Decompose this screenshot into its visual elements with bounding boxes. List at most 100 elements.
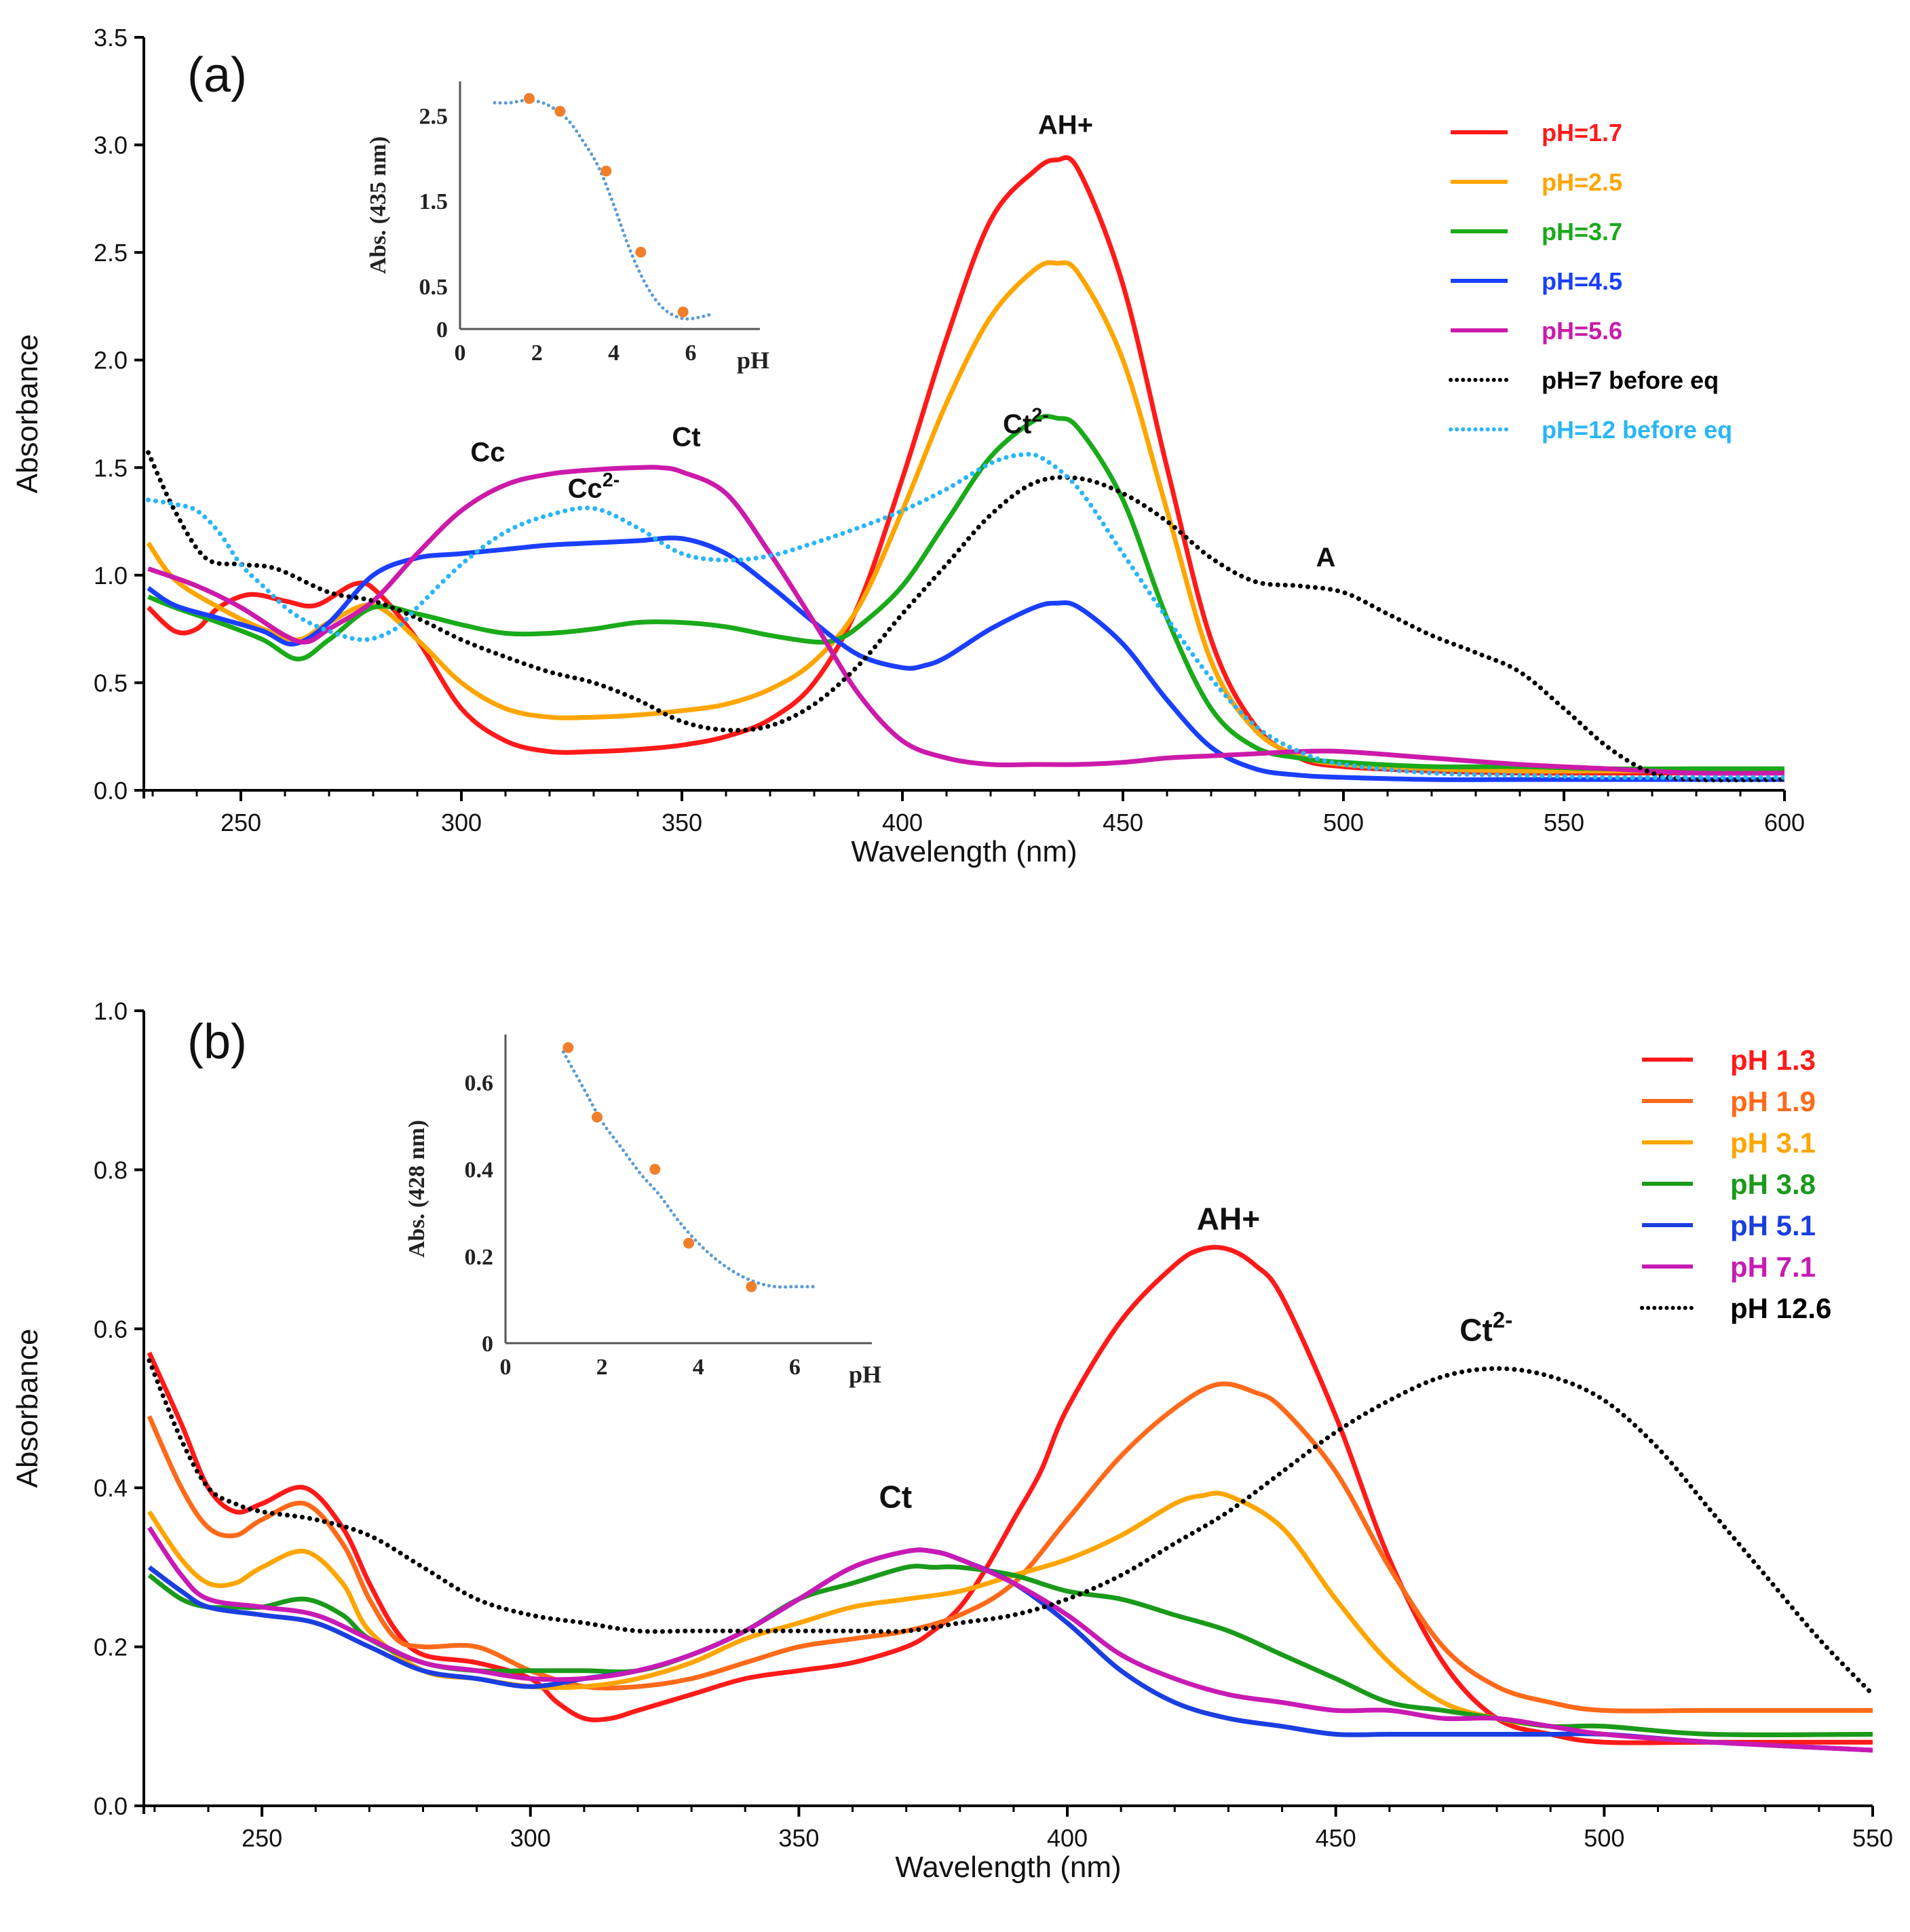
x-tick-label: 350	[778, 1824, 819, 1852]
y-tick-label: 1.5	[94, 454, 128, 482]
inset-data-point	[683, 1237, 694, 1249]
inset-data-point	[746, 1281, 757, 1292]
inset-y-tick-label: 0.4	[465, 1158, 494, 1183]
series-line-ph-5-6	[147, 465, 1784, 776]
series-line-ph-1-7	[147, 155, 1784, 776]
x-tick-label: 500	[1584, 1824, 1624, 1852]
series-line-ph-7-before-eq	[146, 450, 1784, 783]
inset-x-tick-label: 6	[789, 1355, 801, 1380]
y-tick-label: 0.8	[94, 1156, 128, 1184]
inset-y-tick-label: 0.5	[419, 275, 448, 300]
legend-label: pH 3.8	[1730, 1168, 1816, 1200]
y-tick-label: 3.5	[94, 24, 128, 52]
annotation-superscript: 2-	[1493, 1308, 1512, 1333]
inset-y-tick-label: 0	[436, 317, 448, 343]
x-tick-label: 500	[1323, 809, 1364, 836]
series-line-ph-3-7	[147, 414, 1784, 772]
annotation-ct: Ct	[672, 423, 700, 452]
legend-label: pH 12.6	[1730, 1292, 1831, 1324]
x-tick-label: 250	[242, 1824, 282, 1852]
x-axis-label: Wavelength (nm)	[895, 1851, 1121, 1884]
inset-data-point	[554, 106, 566, 117]
annotation-ct-2: Ct2-	[1003, 405, 1049, 440]
legend-label: pH=7 before eq	[1542, 366, 1719, 394]
inset-data-point	[677, 306, 689, 317]
y-tick-label: 0.2	[94, 1634, 128, 1661]
inset-x-tick-label: 2	[531, 341, 543, 366]
y-axis-label: Absorbance	[11, 1329, 44, 1488]
y-tick-label: 0.0	[94, 1792, 128, 1820]
inset-x-axis-label: pH	[849, 1361, 881, 1388]
inset-x-tick-label: 4	[693, 1355, 704, 1380]
legend-label: pH 5.1	[1730, 1210, 1816, 1241]
inset-data-point	[524, 93, 535, 104]
series-line-ph-12-before-eq	[146, 452, 1784, 780]
inset-x-tick-label: 2	[596, 1355, 608, 1380]
series-line-ph-3-8	[147, 1564, 1873, 1737]
inset-x-tick-label: 0	[455, 341, 466, 366]
series-group	[147, 1245, 1873, 1753]
y-tick-label: 0.4	[94, 1474, 128, 1502]
inset-x-tick-label: 6	[685, 341, 697, 366]
annotation-ct-2: Ct2-	[1459, 1308, 1512, 1347]
annotation-ah: AH+	[1197, 1201, 1260, 1236]
legend-label: pH 7.1	[1730, 1251, 1816, 1283]
annotation-superscript: 2-	[603, 469, 620, 491]
x-tick-label: 350	[662, 809, 702, 836]
inset-y-tick-label: 0	[482, 1332, 493, 1357]
annotation-cc: Cc	[470, 438, 505, 467]
series-line-ph-12-6	[147, 1358, 1873, 1697]
legend-label: pH=2.5	[1542, 168, 1622, 196]
inset-chart: 0 2 4 6 0 0.2 0.4 0.6 pH Abs. (428 nm)	[404, 1035, 881, 1388]
series-line-ph-4-5	[147, 535, 1784, 782]
annotation-ct: Ct	[879, 1480, 913, 1515]
inset-y-axis-label: Abs. (435 nm)	[366, 136, 391, 274]
inset-fit-line	[493, 98, 716, 321]
series-line-ph-1-3	[147, 1245, 1873, 1745]
x-tick-label: 400	[882, 809, 923, 836]
x-tick-label: 400	[1047, 1824, 1088, 1852]
legend-label: pH 3.1	[1730, 1127, 1816, 1159]
y-tick-label: 2.0	[94, 347, 128, 374]
x-tick-label: 450	[1316, 1824, 1356, 1852]
x-tick-label: 300	[441, 809, 482, 836]
inset-y-tick-label: 1.5	[419, 189, 448, 214]
y-tick-label: 1.0	[94, 562, 128, 590]
inset-y-tick-label: 0.6	[465, 1070, 494, 1096]
legend-label: pH=3.7	[1542, 218, 1622, 246]
x-tick-label: 450	[1103, 809, 1143, 836]
inset-x-tick-label: 4	[608, 341, 619, 366]
legend: pH 1.3 pH 1.9 pH 3.1 pH 3.8 pH 5.1 pH 7.1 pH 1…	[1640, 1044, 1831, 1324]
x-tick-label: 550	[1852, 1824, 1893, 1852]
legend-label: pH=5.6	[1542, 317, 1622, 345]
x-tick-label: 250	[221, 809, 261, 836]
annotation-superscript: 2-	[1031, 405, 1049, 427]
legend-label: pH 1.9	[1730, 1085, 1816, 1117]
inset-data-point	[649, 1163, 661, 1175]
annotation-a: A	[1316, 543, 1336, 573]
x-axis-label: Wavelength (nm)	[851, 835, 1077, 868]
series-line-ph-2-5	[146, 260, 1784, 774]
annotation-cc-2: Cc2-	[568, 469, 620, 504]
panel-label: (b)	[187, 1015, 247, 1069]
inset-y-axis-label: Abs. (428 nm)	[404, 1120, 429, 1258]
inset-data-point	[562, 1042, 574, 1054]
annotation-ah: AH+	[1038, 111, 1093, 140]
x-tick-label: 600	[1764, 809, 1805, 836]
inset-data-point	[635, 246, 647, 258]
legend: pH=1.7 pH=2.5 pH=3.7 pH=4.5 pH=5.6 pH=7 befor…	[1449, 119, 1732, 444]
inset-data-point	[592, 1111, 603, 1123]
series-line-ph-3-1	[147, 1490, 1873, 1737]
x-tick-label: 300	[510, 1824, 551, 1852]
legend-label: pH 1.3	[1730, 1044, 1816, 1076]
y-tick-label: 2.5	[94, 239, 128, 267]
inset-x-axis-label: pH	[737, 347, 769, 374]
y-tick-label: 0.6	[94, 1315, 128, 1343]
legend-label: pH=4.5	[1542, 267, 1622, 295]
legend-label: pH=1.7	[1542, 119, 1622, 147]
y-axis-label: Absorbance	[11, 334, 44, 494]
x-tick-label: 550	[1544, 809, 1584, 836]
